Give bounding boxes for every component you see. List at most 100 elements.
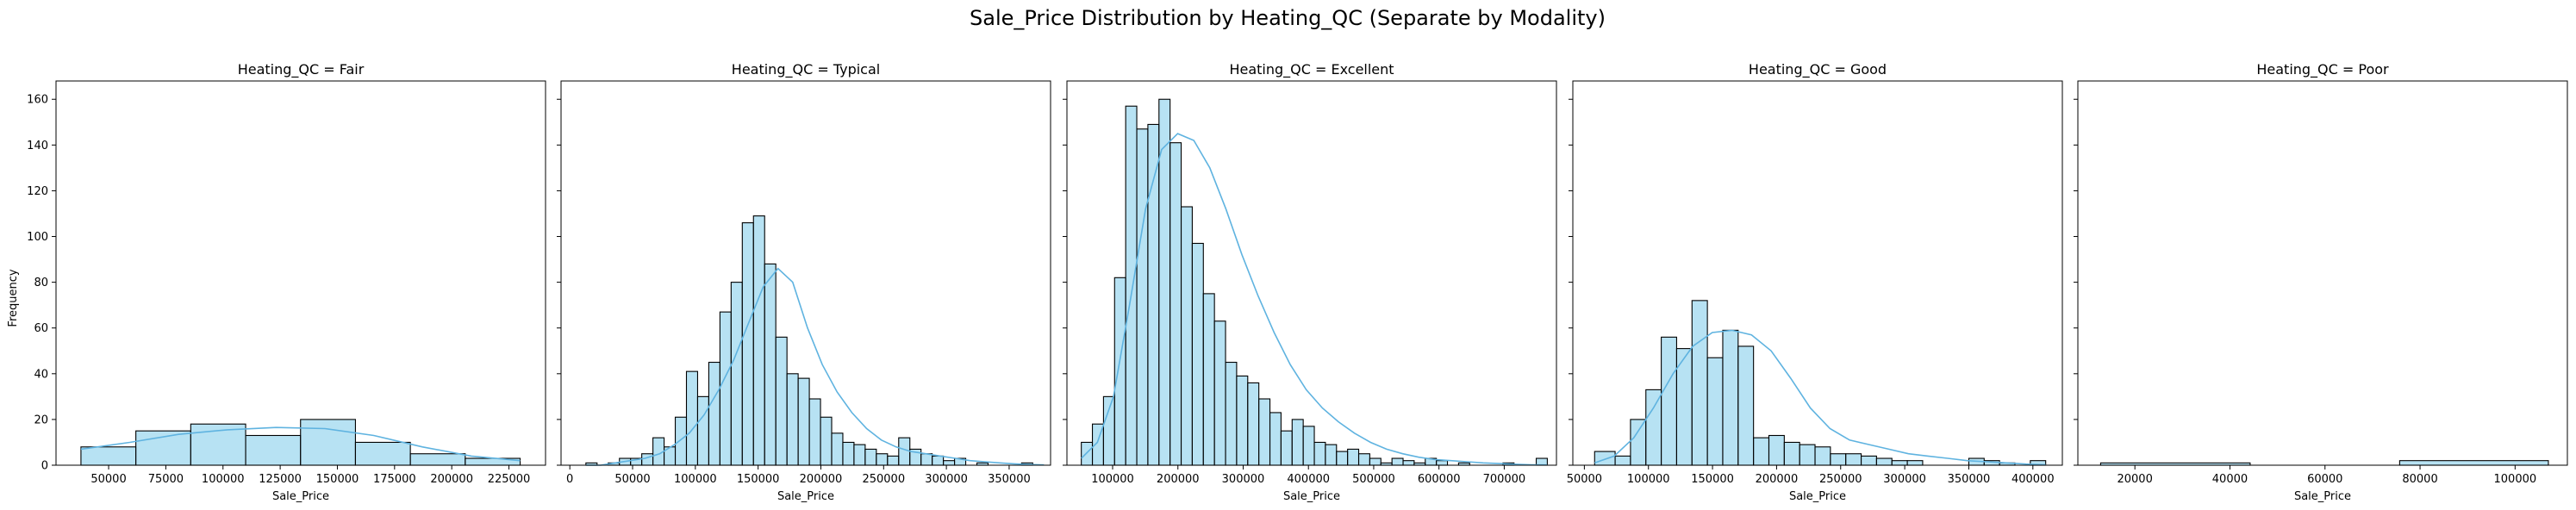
histogram-bar: [245, 434, 302, 466]
x-tick-label: 200000: [800, 473, 843, 486]
x-tick-label: 20000: [2117, 473, 2152, 486]
histogram-bar: [1325, 444, 1338, 466]
histogram-bar: [1645, 389, 1662, 466]
histogram-bar: [1753, 437, 1770, 466]
histogram-bar: [831, 432, 844, 466]
histogram-bar: [674, 416, 688, 466]
histogram-bar: [1830, 453, 1847, 466]
y-axis-label: Frequency: [7, 269, 20, 327]
axes-frame: [1572, 80, 2063, 466]
histogram-bar: [853, 444, 866, 466]
x-tick-label: 50000: [614, 473, 650, 486]
histogram-bar: [764, 263, 777, 466]
y-tick-label: 80: [34, 277, 48, 289]
histogram-bar: [135, 430, 191, 466]
x-tick-label: 150000: [316, 473, 359, 486]
histogram-bar: [1291, 419, 1304, 466]
x-tick-label: 150000: [737, 473, 780, 486]
histogram-bar: [1269, 412, 1282, 466]
histogram-bar: [752, 215, 765, 466]
histogram-bar: [786, 373, 799, 466]
histogram-bar: [1630, 419, 1647, 466]
histogram-bar: [409, 453, 466, 466]
x-tick-label: 100000: [2494, 473, 2537, 486]
histogram-bar: [1180, 206, 1193, 466]
histogram-bar: [1302, 426, 1315, 466]
histogram-bar: [1247, 382, 1260, 466]
x-tick-label: 700000: [1483, 473, 1526, 486]
histogram-bar: [1768, 434, 1785, 466]
histogram-bar: [1783, 441, 1800, 466]
x-tick-label: 100000: [1627, 473, 1670, 486]
histogram-bar: [1614, 455, 1631, 466]
histogram-bar: [775, 336, 788, 466]
histogram-bar: [641, 453, 654, 466]
histogram-bar: [2398, 460, 2549, 466]
histogram-bar: [887, 455, 900, 466]
histogram-bar: [1706, 357, 1724, 466]
histogram-bar: [1347, 448, 1360, 466]
histogram-bar: [1258, 398, 1271, 466]
x-tick-label: 100000: [202, 473, 245, 486]
histogram-bar: [1125, 105, 1138, 466]
x-tick-label: 250000: [1819, 473, 1862, 486]
kde-curve: [80, 426, 521, 462]
histogram-bar: [876, 453, 889, 466]
histogram-bar: [808, 398, 821, 466]
figure-title: Sale_Price Distribution by Heating_QC (S…: [970, 6, 1606, 30]
histogram-bar: [1799, 444, 1816, 466]
histogram-bar: [1336, 451, 1349, 466]
x-axis-label: Sale_Price: [777, 490, 834, 503]
x-axis-label: Sale_Price: [272, 490, 329, 503]
kde-curve: [585, 267, 1045, 466]
x-tick-label: 50000: [90, 473, 126, 486]
y-tick-label: 160: [27, 94, 48, 107]
y-tick-label: 140: [27, 140, 48, 152]
x-tick-label: 250000: [862, 473, 905, 486]
x-axis-label: Sale_Price: [1789, 490, 1846, 503]
histogram-bar: [920, 453, 933, 466]
y-tick-label: 40: [34, 368, 48, 381]
histogram-bar: [696, 395, 709, 466]
panel: 20000 40000 60000 80000 100000 Heating_QC = P…: [2074, 61, 2568, 503]
histogram-bar: [1845, 453, 1862, 466]
histogram-bar: [1861, 455, 1877, 466]
x-tick-label: 80000: [2402, 473, 2437, 486]
kde-curve: [1081, 133, 1548, 466]
histogram-bar: [1737, 345, 1755, 466]
panel: 50000 100000 150000 200000 250000 300000 35000…: [1567, 61, 2063, 503]
histogram-bar: [1213, 320, 1226, 466]
panel: 0 50000 100000 150000 200000 250000 300000 3500…: [557, 61, 1051, 503]
x-tick-label: 40000: [2212, 473, 2248, 486]
histogram-bar: [1369, 457, 1382, 466]
panels: 50000 75000 100000 125000 150000 175000 200000…: [27, 61, 2568, 503]
histogram-bar: [730, 282, 743, 466]
x-tick-label: 350000: [1948, 473, 1991, 486]
histogram-bar: [300, 419, 356, 466]
axes-frame: [1066, 80, 1557, 466]
histogram-bar: [708, 361, 720, 466]
y-tick-label: 60: [34, 322, 48, 335]
kde-curve: [1594, 329, 2046, 466]
histogram-bar: [1722, 329, 1739, 466]
histogram-bar: [1357, 453, 1370, 466]
histogram-bar: [1691, 300, 1708, 466]
axes-frame: [55, 80, 546, 466]
x-axis-label: Sale_Price: [2294, 490, 2351, 503]
histogram-bar: [354, 441, 411, 466]
histogram-bar: [1402, 460, 1415, 466]
x-tick-label: 350000: [988, 473, 1031, 486]
histogram-bar: [797, 377, 810, 466]
histogram-bar: [864, 448, 877, 466]
x-tick-label: 600000: [1418, 473, 1461, 486]
x-tick-label: 60000: [2307, 473, 2342, 486]
y-tick-label: 0: [41, 460, 48, 473]
histogram-bar: [1191, 242, 1204, 466]
x-tick-label: 50000: [1567, 473, 1602, 486]
x-tick-label: 225000: [488, 473, 531, 486]
histogram-bar: [1906, 460, 1924, 466]
x-axis-label: Sale_Price: [1283, 490, 1340, 503]
panel-title: Heating_QC = Poor: [2256, 61, 2389, 78]
histogram-bar: [685, 370, 699, 466]
